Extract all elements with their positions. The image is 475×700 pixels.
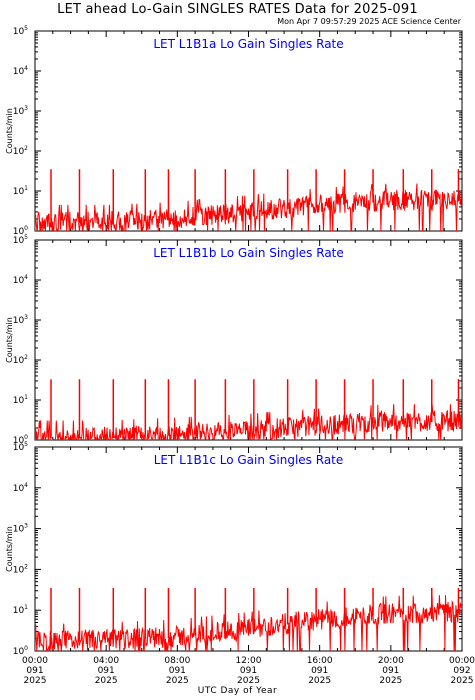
y-tick-label: 100: [13, 434, 28, 446]
x-tick-day-label: 091: [26, 666, 43, 676]
y-tick-label: 100: [13, 645, 28, 657]
plot-frame: [34, 239, 463, 441]
x-tick-year-label: 2025: [237, 676, 260, 686]
x-tick-year-label: 2025: [379, 676, 402, 686]
x-tick-day-label: 091: [98, 666, 115, 676]
y-tick-label: 101: [13, 604, 28, 616]
x-tick-year-label: 2025: [308, 676, 331, 686]
y-tick-label: 101: [13, 394, 28, 406]
x-tick-day-label: 091: [311, 666, 328, 676]
page-title: LET ahead Lo-Gain SINGLES RATES Data for…: [57, 2, 418, 17]
x-tick-time-label: 00:00: [449, 656, 475, 666]
y-tick-label: 101: [13, 185, 28, 197]
x-tick-year-label: 2025: [166, 676, 189, 686]
x-tick-day-label: 091: [169, 666, 186, 676]
panel-title: LET L1B1c Lo Gain Singles Rate: [154, 453, 344, 467]
x-tick-time-label: 04:00: [93, 656, 119, 666]
x-tick-time-label: 08:00: [164, 656, 190, 666]
x-axis-title: UTC Day of Year: [197, 686, 278, 696]
y-axis-label: Counts/min: [5, 108, 14, 154]
y-axis-label: Counts/min: [5, 317, 14, 363]
y-tick-label: 105: [13, 25, 28, 37]
y-tick-label: 104: [13, 482, 28, 494]
y-tick-label: 102: [13, 354, 28, 366]
panel-title: LET L1B1b Lo Gain Singles Rate: [153, 246, 344, 260]
timestamp: Mon Apr 7 09:57:29 2025 ACE Science Cent…: [277, 17, 461, 26]
x-tick-day-label: 092: [453, 666, 470, 676]
y-tick-label: 100: [13, 225, 28, 237]
y-axis-label: Counts/min: [5, 526, 14, 572]
x-tick-year-label: 2025: [24, 676, 47, 686]
y-tick-label: 103: [13, 523, 28, 535]
data-trace-group: [35, 379, 462, 440]
y-tick-label: 105: [13, 234, 28, 246]
y-tick-label: 104: [13, 274, 28, 286]
x-tick-year-label: 2025: [451, 676, 474, 686]
data-trace: [35, 404, 462, 440]
data-trace: [35, 183, 462, 231]
x-tick-time-label: 12:00: [236, 656, 262, 666]
x-tick-day-label: 091: [382, 666, 399, 676]
data-trace: [35, 595, 462, 651]
y-tick-label: 102: [13, 145, 28, 157]
x-tick-day-label: 091: [240, 666, 257, 676]
x-tick-time-label: 16:00: [307, 656, 333, 666]
plot-frame: [34, 446, 463, 652]
x-tick-year-label: 2025: [95, 676, 118, 686]
y-tick-label: 104: [13, 65, 28, 77]
data-trace-group: [35, 588, 462, 651]
data-trace-group: [35, 169, 462, 231]
y-tick-label: 105: [13, 441, 28, 453]
panel-title: LET L1B1a Lo Gain Singles Rate: [153, 37, 343, 51]
y-tick-label: 103: [13, 105, 28, 117]
y-tick-label: 102: [13, 563, 28, 575]
y-tick-label: 103: [13, 314, 28, 326]
x-tick-time-label: 00:00: [22, 656, 48, 666]
x-tick-time-label: 20:00: [378, 656, 404, 666]
